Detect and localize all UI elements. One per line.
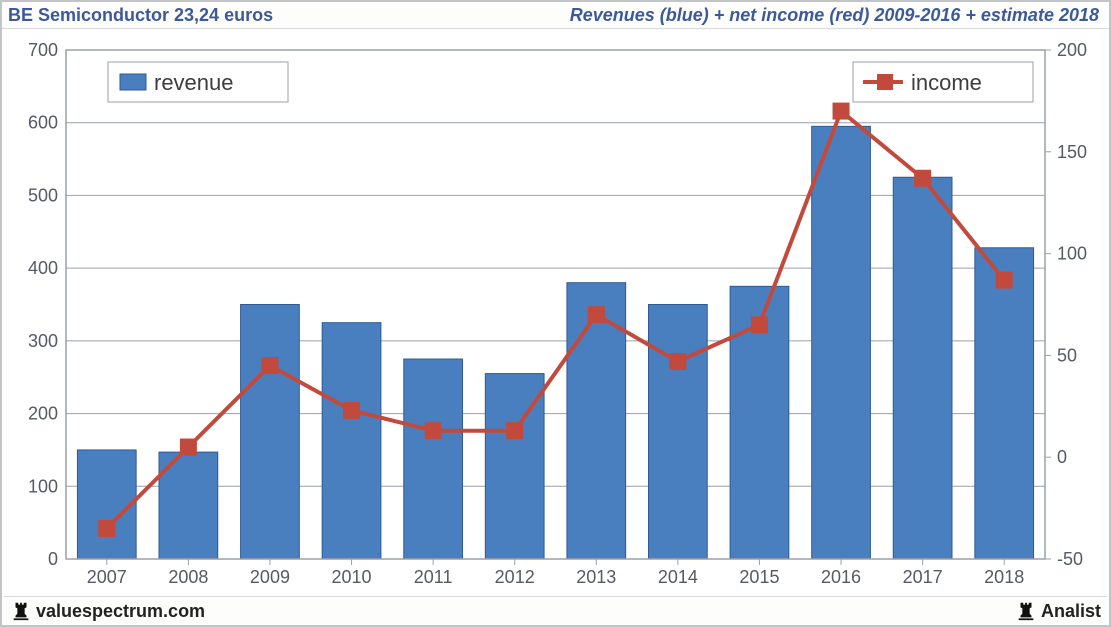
y-left-tick-label: 100: [28, 476, 58, 496]
x-tick-label: 2016: [821, 567, 861, 587]
income-marker: [996, 272, 1012, 288]
x-tick-label: 2013: [576, 567, 616, 587]
revenue-bar: [241, 305, 300, 560]
title-left: BE Semiconductor 23,24 euros: [8, 5, 273, 26]
y-right-tick-label: 200: [1057, 40, 1087, 60]
y-left-tick-label: 400: [28, 258, 58, 278]
legend-revenue: revenue: [108, 62, 288, 102]
footer-right-text: Analist: [1041, 601, 1101, 622]
income-marker: [833, 103, 849, 119]
income-marker: [425, 423, 441, 439]
revenue-bar: [893, 177, 952, 559]
revenue-bar: [812, 126, 871, 559]
revenue-bar: [77, 450, 136, 559]
revenue-bar: [322, 323, 381, 559]
y-right-tick-label: 50: [1057, 345, 1077, 365]
footer: valuespectrum.com Analist: [4, 596, 1107, 625]
y-right-tick-label: 150: [1057, 142, 1087, 162]
title-right: Revenues (blue) + net income (red) 2009-…: [570, 5, 1099, 26]
legend-revenue-label: revenue: [154, 70, 234, 95]
footer-left-text: valuespectrum.com: [36, 601, 205, 622]
income-marker: [588, 307, 604, 323]
income-marker: [180, 439, 196, 455]
income-marker: [915, 170, 931, 186]
y-right-tick-label: 0: [1057, 447, 1067, 467]
income-marker: [344, 402, 360, 418]
rook-icon: [10, 600, 32, 622]
revenue-bar: [649, 305, 708, 560]
x-tick-label: 2014: [658, 567, 698, 587]
y-right-tick-label: -50: [1057, 549, 1083, 569]
chart-area: 0 100 200 300 400 500 600 700 -50 0 50 100 150 200 200…: [10, 30, 1101, 595]
x-tick-label: 2011: [414, 567, 453, 587]
y-right-tick-label: 100: [1057, 244, 1087, 264]
y-left-tick-label: 700: [28, 40, 58, 60]
x-tick-label: 2007: [87, 567, 127, 587]
income-marker: [751, 317, 767, 333]
x-tick-label: 2018: [984, 567, 1024, 587]
revenue-bar: [975, 248, 1034, 559]
footer-right: Analist: [1015, 600, 1101, 622]
income-marker: [507, 423, 523, 439]
x-tick-label: 2017: [903, 567, 943, 587]
income-marker: [99, 520, 115, 536]
chart-card: BE Semiconductor 23,24 euros Revenues (b…: [0, 0, 1111, 627]
x-tick-label: 2010: [332, 567, 372, 587]
y-left-tick-label: 200: [28, 404, 58, 424]
x-tick-label: 2008: [168, 567, 208, 587]
revenue-bar: [567, 283, 626, 559]
combo-chart: 0 100 200 300 400 500 600 700 -50 0 50 100 150 200 200…: [10, 30, 1101, 595]
legend-income: income: [853, 62, 1033, 102]
y-left-tick-label: 600: [28, 113, 58, 133]
y-left-tick-label: 300: [28, 331, 58, 351]
footer-left: valuespectrum.com: [10, 600, 205, 622]
income-marker: [262, 358, 278, 374]
x-tick-label: 2015: [739, 567, 779, 587]
header: BE Semiconductor 23,24 euros Revenues (b…: [2, 2, 1109, 29]
y-left-tick-label: 0: [48, 549, 58, 569]
x-tick-label: 2009: [250, 567, 290, 587]
x-tick-label: 2012: [495, 567, 535, 587]
revenue-bar: [404, 359, 463, 559]
rook-icon: [1015, 600, 1037, 622]
legend-income-label: income: [911, 70, 982, 95]
y-left-tick-label: 500: [28, 185, 58, 205]
income-marker: [670, 354, 686, 370]
